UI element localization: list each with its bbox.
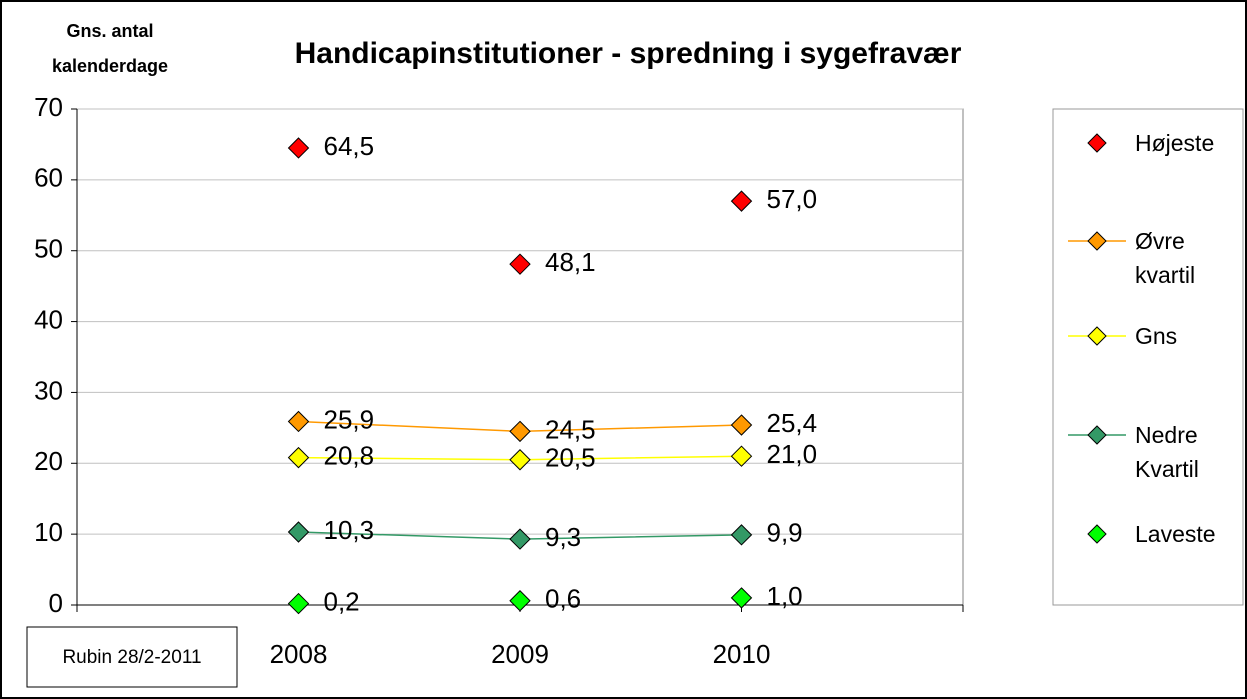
legend-label: Højeste [1135, 130, 1215, 156]
y-tick-label: 0 [49, 588, 63, 618]
legend-label: Nedre Kvartil [1135, 422, 1199, 482]
marker [730, 524, 753, 546]
legend-marker [1087, 425, 1107, 445]
y-tick-label: 10 [34, 517, 63, 547]
y-tick-label: 60 [34, 163, 63, 193]
data-label: 10,3 [324, 515, 375, 545]
marker [287, 521, 310, 543]
data-label: 1,0 [767, 581, 803, 611]
x-tick-label: 2010 [713, 639, 771, 669]
marker [730, 445, 753, 467]
data-label: 25,9 [324, 404, 375, 434]
legend-marker [1087, 133, 1107, 153]
legend-marker [1087, 524, 1107, 544]
data-label: 25,4 [767, 408, 818, 438]
plot-area [76, 108, 964, 606]
data-label: 57,0 [767, 184, 818, 214]
chart-title: Handicapinstitutioner - spredning i syge… [295, 37, 962, 70]
y-tick-label: 70 [34, 92, 63, 122]
marker [509, 590, 531, 612]
data-label: 21,0 [767, 439, 818, 469]
legend-box [1052, 108, 1244, 606]
legend-label: Gns [1135, 323, 1178, 349]
marker [287, 137, 310, 159]
annotation: Rubin 28/2-2011 [62, 647, 201, 668]
data-label: 64,5 [324, 131, 375, 161]
y-tick-label: 40 [34, 304, 63, 334]
y-axis-label: Gns. antal kalenderdage [51, 21, 169, 76]
legend-marker [1087, 326, 1107, 346]
legend-label: Laveste [1135, 521, 1216, 547]
marker [730, 587, 753, 609]
y-tick-label: 30 [34, 375, 63, 405]
data-label: 9,9 [767, 518, 803, 548]
y-tick-label: 20 [34, 446, 63, 476]
data-label: 48,1 [545, 247, 596, 277]
data-label: 9,3 [545, 522, 581, 552]
marker [509, 420, 531, 443]
marker [287, 592, 310, 615]
marker [509, 253, 531, 275]
data-label: 0,6 [545, 584, 581, 614]
annotation-box [26, 626, 238, 688]
marker [730, 414, 753, 436]
marker [509, 528, 531, 550]
legend-label: Øvre kvartil [1135, 228, 1196, 288]
marker [287, 410, 310, 433]
data-label: 20,8 [324, 440, 375, 470]
y-tick-label: 50 [34, 234, 63, 264]
marker [509, 449, 531, 471]
data-label: 24,5 [545, 414, 596, 444]
marker [287, 446, 310, 469]
legend-marker [1087, 231, 1107, 251]
marker [730, 190, 753, 212]
x-tick-label: 2008 [270, 639, 328, 669]
x-tick-label: 2009 [491, 639, 549, 669]
data-label: 20,5 [545, 443, 596, 473]
data-label: 0,2 [324, 586, 360, 616]
